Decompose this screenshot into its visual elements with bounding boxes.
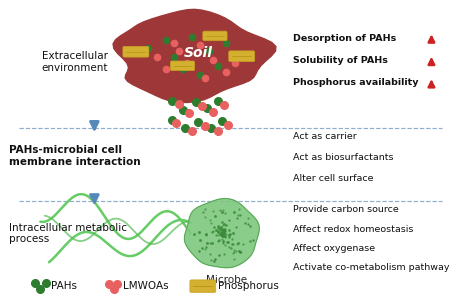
FancyBboxPatch shape: [190, 280, 216, 292]
Text: Phosphorus availability: Phosphorus availability: [293, 78, 419, 87]
Text: PAHs-microbial cell
membrane interaction: PAHs-microbial cell membrane interaction: [9, 145, 141, 167]
Text: Phosphorus: Phosphorus: [219, 281, 279, 291]
Text: Intracellular metabolic
process: Intracellular metabolic process: [9, 223, 128, 244]
Text: Microbe: Microbe: [206, 275, 247, 285]
Text: LMWOAs: LMWOAs: [123, 281, 169, 291]
FancyBboxPatch shape: [123, 46, 149, 57]
Text: Provide carbon source: Provide carbon source: [293, 205, 399, 214]
Text: Act as carrier: Act as carrier: [293, 132, 357, 141]
Text: Activate co-metabolism pathway: Activate co-metabolism pathway: [293, 263, 450, 272]
FancyBboxPatch shape: [229, 51, 255, 62]
FancyBboxPatch shape: [203, 31, 227, 41]
Text: Desorption of PAHs: Desorption of PAHs: [293, 34, 396, 43]
Text: Soil: Soil: [183, 46, 212, 60]
Text: Solubility of PAHs: Solubility of PAHs: [293, 56, 388, 65]
Text: Act as biosurfactants: Act as biosurfactants: [293, 153, 394, 162]
Text: Alter cell surface: Alter cell surface: [293, 174, 374, 183]
Text: PAHs: PAHs: [51, 281, 77, 291]
Text: Extracellular
environment: Extracellular environment: [42, 51, 108, 73]
FancyBboxPatch shape: [171, 61, 195, 70]
Polygon shape: [184, 199, 259, 268]
Polygon shape: [113, 9, 276, 103]
Text: Affect oxygenase: Affect oxygenase: [293, 244, 375, 253]
Text: Affect redox homeostasis: Affect redox homeostasis: [293, 225, 413, 234]
